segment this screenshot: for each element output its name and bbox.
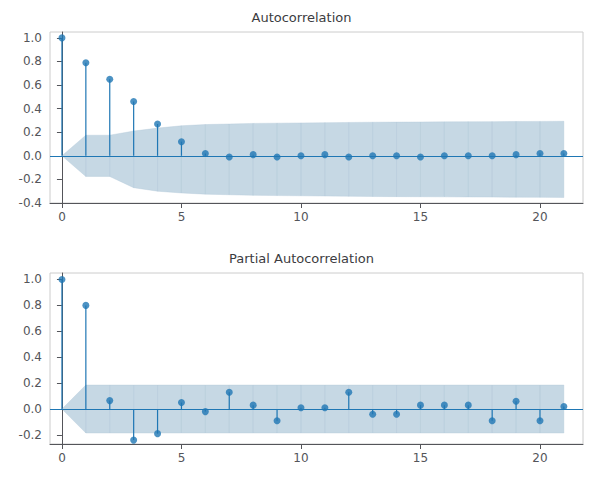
svg-text:0.6: 0.6 <box>23 324 42 338</box>
svg-text:10: 10 <box>293 451 308 465</box>
svg-text:0: 0 <box>58 210 66 224</box>
svg-text:Partial Autocorrelation: Partial Autocorrelation <box>229 251 374 266</box>
svg-text:0.4: 0.4 <box>23 350 42 364</box>
svg-text:5: 5 <box>178 451 186 465</box>
svg-text:0: 0 <box>58 451 66 465</box>
svg-text:1.0: 1.0 <box>23 31 42 45</box>
svg-text:0.0: 0.0 <box>23 149 42 163</box>
svg-text:0.0: 0.0 <box>23 402 42 416</box>
svg-text:10: 10 <box>293 210 308 224</box>
svg-text:0.8: 0.8 <box>23 298 42 312</box>
svg-text:-0.2: -0.2 <box>19 172 42 186</box>
svg-text:1.0: 1.0 <box>23 272 42 286</box>
svg-text:-0.2: -0.2 <box>19 428 42 442</box>
svg-text:20: 20 <box>532 451 547 465</box>
svg-text:0.4: 0.4 <box>23 102 42 116</box>
svg-text:0.6: 0.6 <box>23 78 42 92</box>
svg-text:15: 15 <box>413 210 428 224</box>
svg-text:Autocorrelation: Autocorrelation <box>252 10 352 25</box>
svg-text:20: 20 <box>532 210 547 224</box>
svg-text:0.2: 0.2 <box>23 376 42 390</box>
svg-text:5: 5 <box>178 210 186 224</box>
svg-text:0.8: 0.8 <box>23 54 42 68</box>
svg-text:0.2: 0.2 <box>23 125 42 139</box>
svg-text:-0.4: -0.4 <box>19 196 42 210</box>
svg-text:15: 15 <box>413 451 428 465</box>
